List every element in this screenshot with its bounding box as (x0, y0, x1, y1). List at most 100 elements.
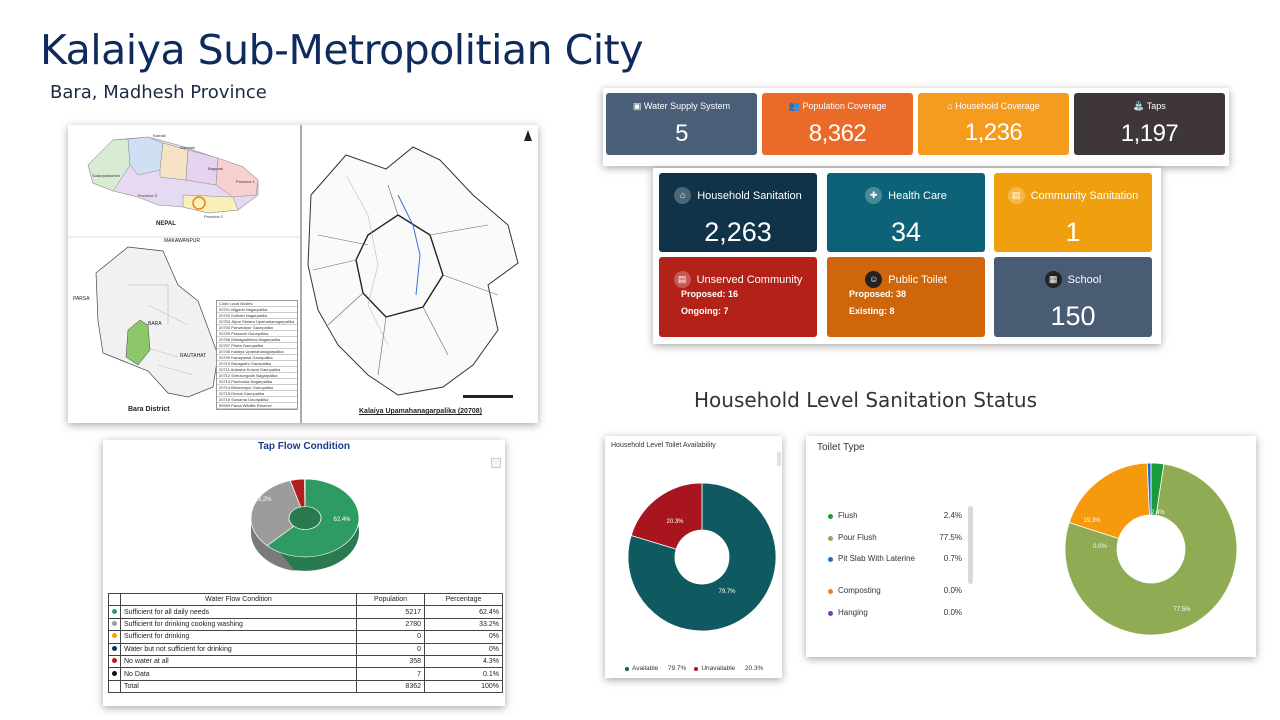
community-sanitation-card[interactable]: ▤ Community Sanitation 1 (994, 173, 1152, 252)
pie-top (250, 478, 360, 558)
row-marker (108, 605, 121, 619)
row-population: 358 (356, 654, 425, 669)
school-card[interactable]: ▦ School 150 (994, 257, 1152, 337)
community-icon: ▤ (1007, 187, 1025, 204)
map-legend-row: 20714 Bishrampur Gaunpalika (217, 385, 297, 391)
legend-dot (828, 514, 833, 519)
svg-text:Karnali: Karnali (153, 133, 166, 138)
legend-item[interactable]: Composting 0.0% (828, 586, 962, 596)
legend-scrollbar[interactable] (968, 506, 973, 584)
row-marker (108, 617, 121, 632)
card-value: 1 (1065, 217, 1081, 247)
health-icon: ✚ (865, 187, 883, 204)
tap-flow-slice[interactable] (250, 480, 302, 547)
page-subtitle: Bara, Madhesh Province (50, 82, 267, 103)
toilet-type-slice[interactable] (1146, 462, 1152, 516)
series-dot (112, 645, 117, 651)
availability-donut: 79.7% 20.3% (627, 482, 777, 632)
kpi-population-coverage[interactable]: 👥 Population Coverage 8,362 (762, 93, 913, 155)
series-dot (112, 608, 117, 614)
map-legend-row: 20701 Nijgadh Nagarpalika (217, 307, 297, 313)
nepal-label: NEPAL (156, 221, 176, 227)
kpi-label: Water Supply System (643, 101, 731, 111)
slice-label: 4.4% (302, 465, 314, 471)
series-dot (112, 670, 117, 676)
legend-item[interactable]: Pour Flush 77.5% (828, 533, 962, 543)
map-legend-row: 20716 Suwarna Gaunpalika (217, 397, 297, 403)
map-legend-table: Code Local Bodies 20701 Nijgadh Nagarpali… (216, 300, 298, 410)
users-icon: 👥 (788, 101, 800, 111)
sanitation-kpi-box: ⌂ Household Sanitation 2,263 ✚ Health Care… (653, 168, 1161, 344)
toilet-type-panel: Toilet Type Flush 2.4% Pour Flush 77.5% Pit … (806, 436, 1256, 657)
map-legend-row: 20704 Parwanipur Gaunpalika (217, 325, 297, 331)
map-legend-row: 20707 Pheta Gaunpalika (217, 343, 297, 349)
row-label: Sufficient for drinking cooking washing (120, 617, 357, 632)
map-legend-row: 20709 Karaiyamai Gaunpalika (217, 355, 297, 361)
table-header: Percentage (424, 592, 503, 607)
availability-slice[interactable] (627, 482, 777, 632)
map-legend-row: 20712 Simraungadh Nagarpalika (217, 373, 297, 379)
kpi-value: 5 (675, 120, 688, 147)
map-legend-row: 20710 Baragadhi Gaunpalika (217, 361, 297, 367)
toilet-type-donut: 2.4% 19.3% 0.0% 77.5% (1064, 462, 1238, 636)
row-percent: 0% (424, 642, 503, 656)
expand-icon[interactable] (491, 458, 501, 468)
kpi-value: 1,236 (964, 119, 1023, 146)
public-toilet-card[interactable]: ☺ Public Toilet Proposed: 38 Existing: 8 (827, 257, 985, 337)
legend-value: 20.3% (744, 665, 764, 672)
kpi-label: Population Coverage (802, 101, 887, 111)
card-label: Public Toilet (888, 273, 947, 286)
slice-label: 0.0% (290, 465, 302, 471)
legend-value: 2.4% (943, 511, 962, 520)
kpi-value: 8,362 (808, 120, 867, 147)
table-row: Sufficient for drinking 0 0% (108, 630, 503, 644)
table-row: Sufficient for drinking cooking washing 2… (108, 617, 503, 632)
household-sanitation-card[interactable]: ⌂ Household Sanitation 2,263 (659, 173, 817, 252)
row-label: Total (120, 679, 357, 694)
row-population: 5217 (356, 605, 425, 619)
row-percent: 0% (424, 630, 503, 644)
map-drawing: Sudurpashchim Karnali Gandaki Bagmati Pr… (68, 125, 532, 423)
legend-value: 0.0% (943, 586, 962, 595)
home-icon: ⌂ (947, 101, 953, 111)
row-percent: 100% (424, 679, 503, 694)
svg-text:Province 2: Province 2 (204, 214, 224, 219)
row-population: 0 (356, 630, 425, 644)
toilet-type-slice[interactable] (1064, 463, 1238, 636)
legend-value: 0.0% (943, 608, 962, 617)
row-marker (108, 630, 121, 644)
unserved-community-card[interactable]: ▤ Unserved Community Proposed: 16 Ongoing… (659, 257, 817, 337)
rautahat-label: RAUTAHAT (180, 353, 207, 359)
slice-label: 2.4% (1151, 510, 1165, 516)
row-label: Water but not sufficient for drinking (120, 642, 357, 656)
map-legend-row: 20702 Kolhabi Nagarpalika (217, 313, 297, 319)
kpi-household-coverage[interactable]: ⌂ Household Coverage 1,236 (918, 93, 1069, 155)
toilet-type-slice[interactable] (1068, 462, 1150, 540)
table-row: No Data 7 0.1% (108, 667, 503, 681)
legend-label: Unavailable (701, 665, 736, 672)
water-flow-table: Water Flow Condition Population Percenta… (108, 592, 503, 694)
row-marker (108, 642, 121, 656)
map-legend-row: 20705 Prasauni Gaunpalika (217, 331, 297, 337)
restroom-icon: ☺ (865, 271, 883, 288)
legend-label: Composting (838, 586, 881, 595)
map-legend-row: 20706 Mahagadhimai Nagarpalika (217, 337, 297, 343)
row-population: 2780 (356, 617, 425, 632)
legend-item[interactable]: Pit Slab With Laterine 0.7% (828, 554, 962, 564)
toilet-availability-panel: Household Level Toilet Availability 79.7… (605, 436, 782, 678)
kpi-taps[interactable]: ⛲ Taps 1,197 (1074, 93, 1225, 155)
card-label: Health Care (888, 189, 947, 202)
tap-icon: ⛲ (1133, 101, 1145, 111)
scrollbar[interactable] (777, 452, 781, 466)
health-care-card[interactable]: ✚ Health Care 34 (827, 173, 985, 252)
municipality-label: Kalaiya Upamahanagarpalika (20708) (359, 408, 482, 415)
legend-item[interactable]: Hanging 0.0% (828, 608, 962, 618)
kpi-water-supply-system[interactable]: ▣ Water Supply System 5 (606, 93, 757, 155)
tap-flow-slice[interactable] (266, 478, 360, 558)
row-percent: 0.1% (424, 667, 503, 681)
map-legend-row: 20703 Jitpur Simara Upamahanagarpalika (217, 319, 297, 325)
slice-label: 33.2% (254, 497, 272, 503)
card-value: 34 (890, 217, 922, 247)
availability-slice[interactable] (630, 482, 703, 550)
legend-item[interactable]: Flush 2.4% (828, 511, 962, 521)
